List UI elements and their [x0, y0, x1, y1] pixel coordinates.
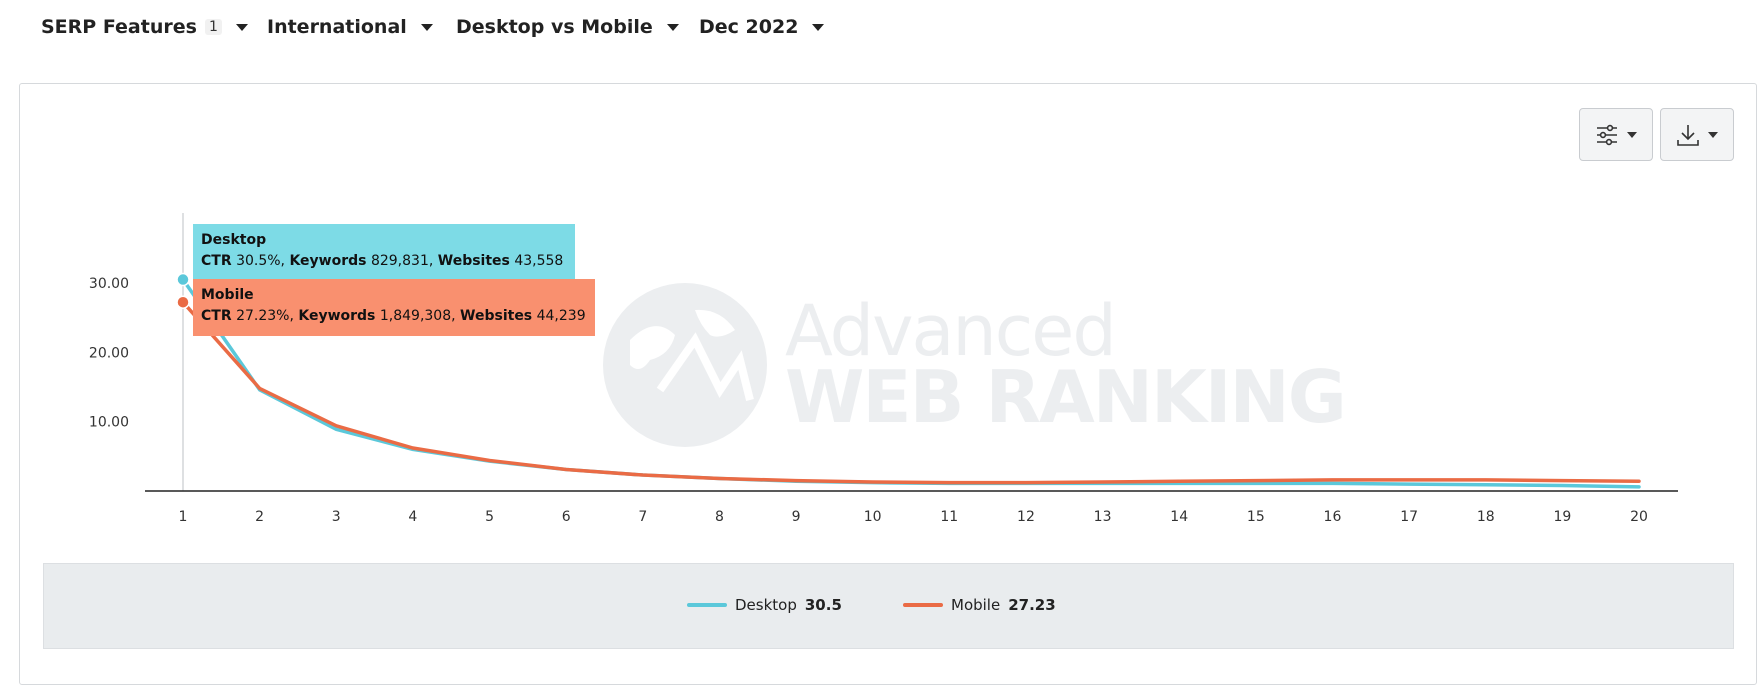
x-tick-label: 7	[638, 509, 647, 525]
x-tick-label: 12	[1017, 509, 1035, 525]
x-tick-label: 3	[332, 509, 341, 525]
x-tick-label: 2	[255, 509, 264, 525]
legend-swatch-desktop	[687, 603, 727, 607]
x-tick-label: 4	[408, 509, 417, 525]
tooltip-desktop-keywords-label: Keywords	[289, 253, 367, 269]
x-tick-label: 10	[864, 509, 882, 525]
series-line-mobile	[181, 300, 1641, 485]
tooltip-mobile-websites-label: Websites	[460, 308, 533, 324]
y-axis-ticks: 10.00 20.00 30.00	[89, 276, 129, 431]
legend-swatch-mobile	[903, 603, 943, 607]
download-icon	[1677, 124, 1699, 146]
hover-point-mobile	[176, 295, 190, 309]
tooltip-desktop-ctr: 30.5%	[236, 253, 281, 269]
tooltip-desktop-keywords: 829,831	[370, 253, 429, 269]
y-tick-label: 10.00	[89, 415, 129, 431]
x-tick-label: 18	[1477, 509, 1495, 525]
date-dropdown[interactable]: Dec 2022	[699, 12, 825, 42]
x-tick-label: 13	[1094, 509, 1112, 525]
x-tick-label: 15	[1247, 509, 1265, 525]
download-button[interactable]	[1660, 108, 1734, 161]
filter-bar: SERP Features 1 International Desktop vs…	[0, 0, 1764, 56]
chevron-down-icon	[235, 23, 248, 31]
x-tick-label: 14	[1170, 509, 1188, 525]
x-tick-label: 19	[1553, 509, 1571, 525]
mobile-tooltip: Mobile CTR 27.23%, Keywords 1,849,308, W…	[193, 279, 595, 336]
tooltip-mobile-ctr: 27.23%	[236, 308, 290, 324]
date-label: Dec 2022	[699, 16, 799, 38]
legend-item-desktop[interactable]: Desktop 30.5	[687, 596, 842, 614]
legend-desktop-name: Desktop	[735, 596, 797, 614]
legend-item-mobile[interactable]: Mobile 27.23	[903, 596, 1056, 614]
chevron-down-icon	[1627, 131, 1637, 138]
x-tick-label: 9	[792, 509, 801, 525]
tooltip-mobile-name: Mobile	[201, 287, 254, 303]
tooltip-desktop-name: Desktop	[201, 232, 267, 248]
desktop-tooltip: Desktop CTR 30.5%, Keywords 829,831, Web…	[193, 224, 575, 281]
legend-mobile-name: Mobile	[951, 596, 1001, 614]
tooltip-mobile-keywords-label: Keywords	[298, 308, 376, 324]
tooltip-mobile-keywords: 1,849,308	[379, 308, 452, 324]
x-tick-label: 6	[562, 509, 571, 525]
x-axis-ticks: 1 2 3 4 5 6 7 8 9 10 11 12 13 14 15 16 17 18 19 20	[179, 509, 1648, 525]
tooltip-mobile-ctr-label: CTR	[201, 308, 232, 324]
device-dropdown[interactable]: Desktop vs Mobile	[456, 12, 679, 42]
chevron-down-icon	[1708, 131, 1718, 138]
serp-features-dropdown[interactable]: SERP Features 1	[41, 12, 248, 42]
country-dropdown[interactable]: International	[267, 12, 433, 42]
x-tick-label: 11	[940, 509, 958, 525]
chevron-down-icon	[420, 23, 433, 31]
tooltip-desktop-websites: 43,558	[514, 253, 564, 269]
serp-features-label: SERP Features	[41, 16, 197, 38]
tooltip-desktop-websites-label: Websites	[437, 253, 510, 269]
legend-mobile-value: 27.23	[1008, 596, 1056, 614]
x-tick-label: 5	[485, 509, 494, 525]
x-tick-label: 8	[715, 509, 724, 525]
chart-settings-button[interactable]	[1579, 108, 1653, 161]
x-tick-label: 1	[179, 509, 188, 525]
x-tick-label: 20	[1630, 509, 1648, 525]
country-label: International	[267, 16, 407, 38]
y-tick-label: 20.00	[89, 345, 129, 361]
tooltip-mobile-websites: 44,239	[536, 308, 586, 324]
sliders-icon	[1597, 124, 1617, 145]
chevron-down-icon	[812, 23, 825, 31]
chevron-down-icon	[666, 23, 679, 31]
chart-series	[176, 272, 1641, 489]
legend-desktop-value: 30.5	[804, 596, 842, 614]
legend-panel: Desktop 30.5 Mobile 27.23	[43, 563, 1734, 649]
hover-point-desktop	[176, 272, 190, 287]
device-label: Desktop vs Mobile	[456, 16, 653, 38]
serp-features-count-badge: 1	[204, 19, 222, 35]
x-tick-label: 16	[1324, 509, 1342, 525]
y-tick-label: 30.00	[89, 276, 129, 292]
tooltip-desktop-ctr-label: CTR	[201, 253, 232, 269]
x-tick-label: 17	[1400, 509, 1418, 525]
